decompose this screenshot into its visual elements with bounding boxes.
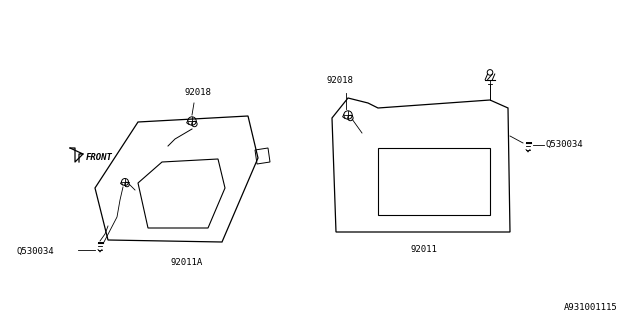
Text: 92018: 92018 — [326, 76, 353, 85]
Text: Q530034: Q530034 — [16, 247, 54, 256]
Text: A931001115: A931001115 — [564, 303, 618, 312]
Text: 92011A: 92011A — [170, 258, 202, 267]
Text: 92018: 92018 — [184, 88, 211, 97]
Text: 92011: 92011 — [410, 245, 437, 254]
Text: Q530034: Q530034 — [546, 140, 584, 149]
Text: FRONT: FRONT — [86, 153, 113, 162]
